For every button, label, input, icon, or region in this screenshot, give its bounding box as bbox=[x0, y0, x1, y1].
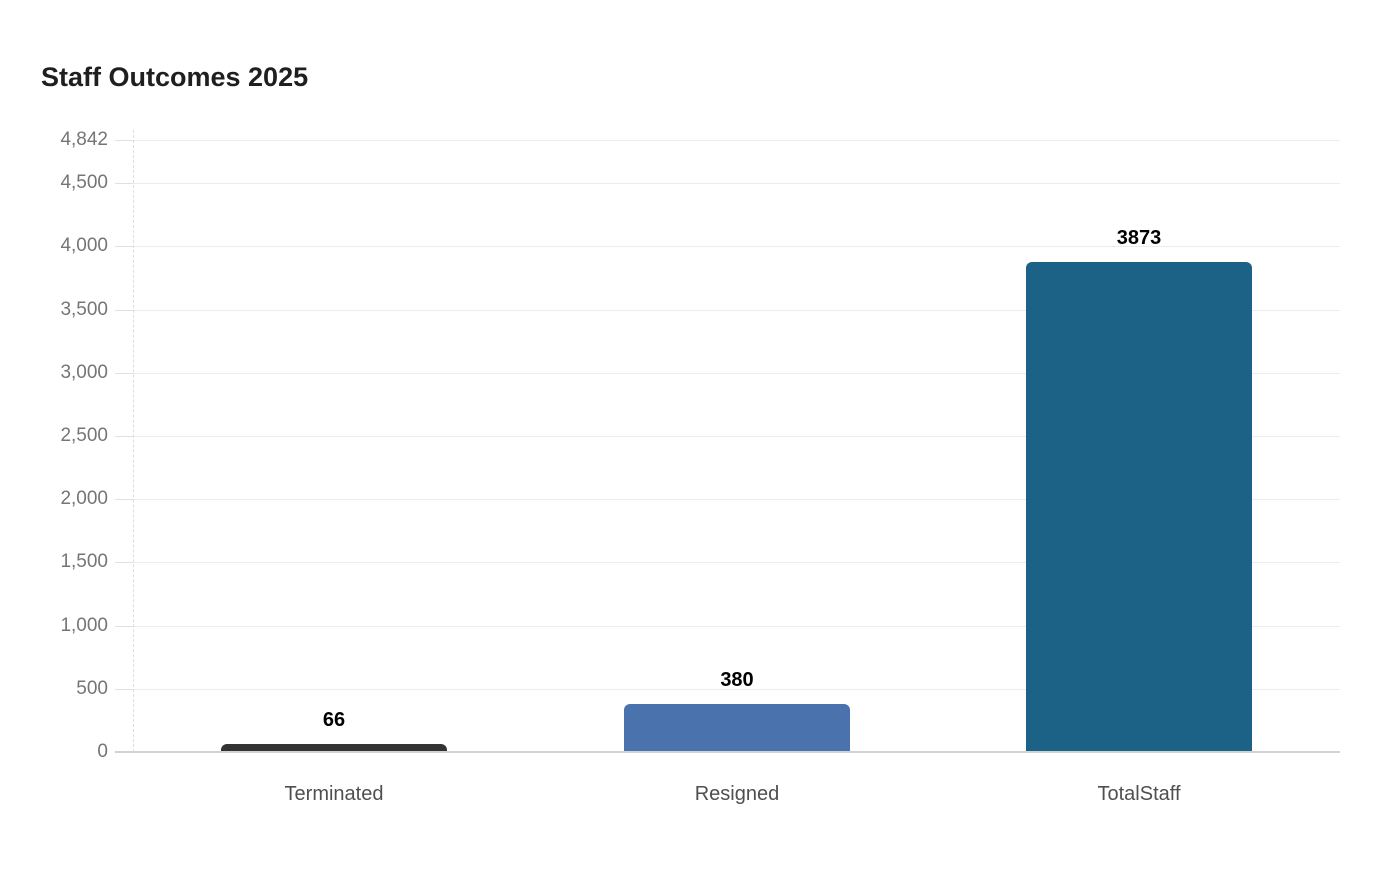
y-axis-tick-label: 3,000 bbox=[60, 362, 108, 383]
axis-tick-mark bbox=[115, 689, 133, 690]
y-axis-tick-label: 1,000 bbox=[60, 615, 108, 636]
axis-tick-mark bbox=[115, 310, 133, 311]
axis-tick-mark bbox=[115, 436, 133, 437]
gridline bbox=[133, 436, 1340, 437]
axis-tick-mark bbox=[115, 183, 133, 184]
y-axis-tick-label: 1,500 bbox=[60, 551, 108, 572]
x-axis-label: Resigned bbox=[694, 783, 780, 805]
y-axis-tick-label: 4,842 bbox=[60, 129, 108, 150]
y-axis-tick-label: 500 bbox=[76, 678, 108, 699]
axis-tick-mark bbox=[115, 562, 133, 563]
axis-tick-mark bbox=[115, 140, 133, 141]
bar-totalstaff bbox=[1026, 262, 1252, 753]
gridline bbox=[133, 626, 1340, 627]
bar-value-label: 66 bbox=[322, 709, 346, 731]
gridline bbox=[133, 183, 1340, 184]
axis-tick-mark bbox=[115, 373, 133, 374]
y-axis-tick-label: 2,500 bbox=[60, 425, 108, 446]
y-axis-line bbox=[133, 130, 134, 752]
axis-tick-mark bbox=[115, 626, 133, 627]
y-axis-tick-label: 4,500 bbox=[60, 172, 108, 193]
bar-value-label: 3873 bbox=[1116, 227, 1162, 249]
gridline bbox=[133, 140, 1340, 141]
chart-title: Staff Outcomes 2025 bbox=[41, 62, 309, 92]
bar-resigned bbox=[624, 704, 850, 753]
x-axis-label: Terminated bbox=[284, 783, 384, 805]
gridline bbox=[133, 246, 1340, 247]
y-axis-tick-label: 4,000 bbox=[60, 235, 108, 256]
x-axis-label: TotalStaff bbox=[1097, 783, 1181, 805]
bar-terminated bbox=[221, 744, 447, 753]
y-axis-tick-label: 3,500 bbox=[60, 299, 108, 320]
axis-tick-mark bbox=[115, 246, 133, 247]
y-axis-tick-label: 2,000 bbox=[60, 488, 108, 509]
axis-tick-mark bbox=[115, 499, 133, 500]
bar-value-label: 380 bbox=[720, 669, 754, 691]
gridline bbox=[133, 373, 1340, 374]
x-axis-line bbox=[115, 751, 1340, 753]
gridline bbox=[133, 499, 1340, 500]
gridline bbox=[133, 310, 1340, 311]
gridline bbox=[133, 562, 1340, 563]
y-axis-tick-label: 0 bbox=[97, 741, 108, 762]
gridline bbox=[133, 689, 1340, 690]
